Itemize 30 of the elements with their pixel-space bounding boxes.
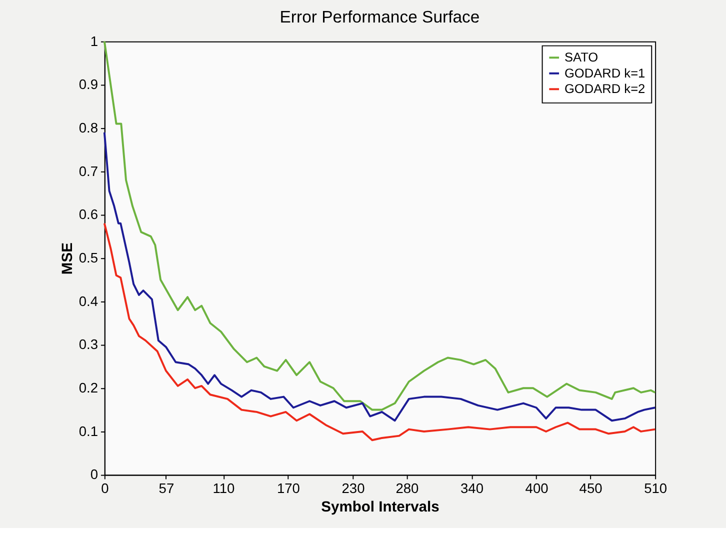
x-tick-label: 450 — [579, 481, 603, 496]
y-axis-title: MSE — [60, 242, 76, 275]
legend-label: GODARD k=1 — [564, 65, 646, 80]
y-tick-label: 0 — [90, 467, 98, 482]
y-tick-label: 0.8 — [78, 120, 98, 136]
x-axis-title: Symbol Intervals — [321, 500, 440, 516]
x-tick-label: 110 — [212, 481, 235, 496]
y-tick-label: 0.9 — [78, 77, 98, 92]
x-tick-label: 230 — [342, 481, 366, 496]
y-tick-label: 0.7 — [78, 164, 98, 179]
line-series — [103, 222, 656, 442]
legend-label: SATO — [564, 50, 598, 65]
y-tick-label: 0.3 — [78, 337, 98, 352]
chart-title: Error Performance Surface — [280, 8, 480, 27]
x-tick-label: 0 — [101, 481, 110, 496]
y-tick-label: 0.6 — [78, 207, 98, 222]
y-tick-label: 0.1 — [78, 424, 98, 439]
x-tick-label: 280 — [396, 481, 420, 496]
x-tick-label: 400 — [525, 481, 549, 496]
y-tick-label: 0.4 — [78, 294, 98, 309]
x-tick-label: 170 — [276, 481, 300, 496]
line-series — [103, 131, 656, 422]
y-tick-label: 0.2 — [78, 380, 98, 396]
x-tick-label: 510 — [644, 481, 668, 496]
x-tick-label: 57 — [158, 481, 174, 496]
line-series — [103, 40, 656, 411]
y-tick-label: 1 — [90, 34, 98, 49]
legend-label: GODARD k=2 — [564, 81, 646, 96]
x-tick-label: 340 — [460, 481, 484, 496]
y-tick-label: 0.5 — [78, 250, 98, 266]
